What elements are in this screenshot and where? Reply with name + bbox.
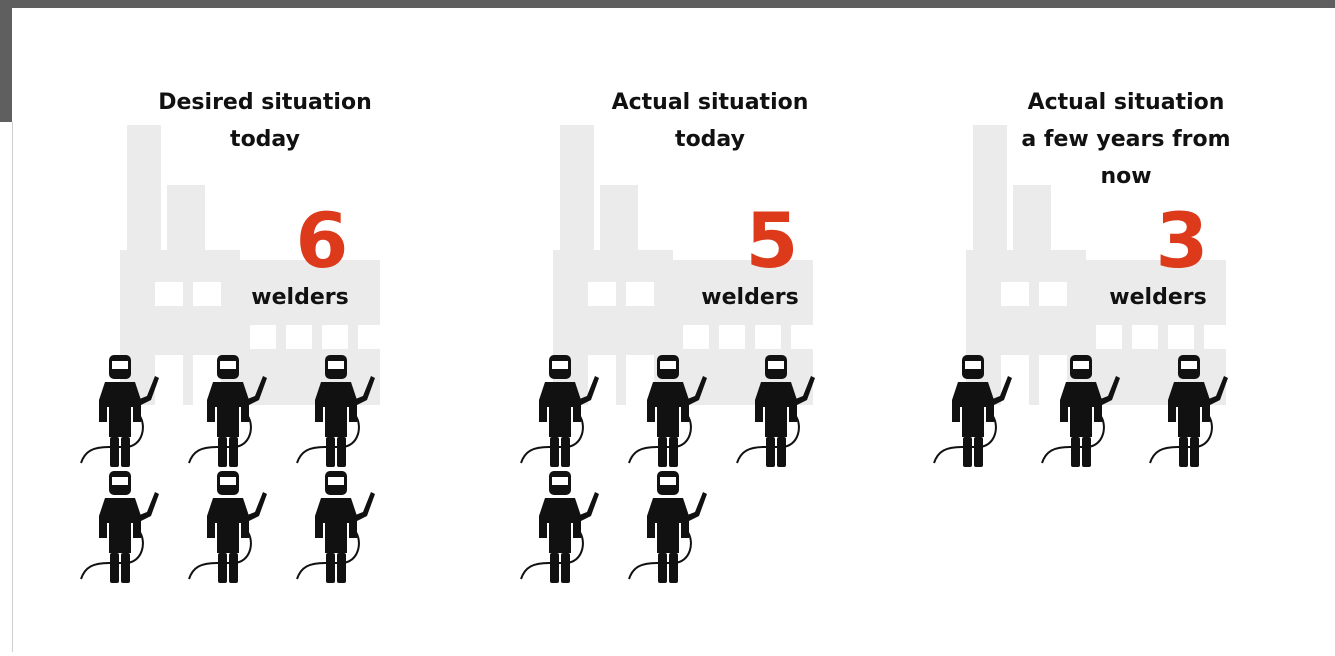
panel-title: today (230, 127, 300, 152)
welder-icon (189, 471, 267, 583)
unit-label: welders (1109, 285, 1206, 310)
side-tab (0, 0, 12, 122)
count: 6 (296, 196, 349, 285)
welder-icon (81, 471, 159, 583)
welder-icon (629, 471, 707, 583)
page: Desired situationtoday6weldersActual sit… (0, 0, 1335, 652)
top-bar (0, 0, 1335, 8)
panel-title: today (675, 127, 745, 152)
panel-title: Actual situation (1028, 90, 1225, 115)
panel: Actual situation a few years from now3weld… (934, 90, 1231, 467)
unit-label: welders (251, 285, 348, 310)
panel-title: Desired situation (158, 90, 372, 115)
panel-title: a few years from (1021, 127, 1230, 152)
panel-title: Actual situation (612, 90, 809, 115)
welder-icon (521, 471, 599, 583)
panel-title: now (1100, 164, 1151, 189)
welder-icon (297, 471, 375, 583)
count: 5 (746, 196, 799, 285)
unit-label: welders (701, 285, 798, 310)
count: 3 (1156, 196, 1209, 285)
infographic: Desired situationtoday6weldersActual sit… (0, 0, 1335, 652)
